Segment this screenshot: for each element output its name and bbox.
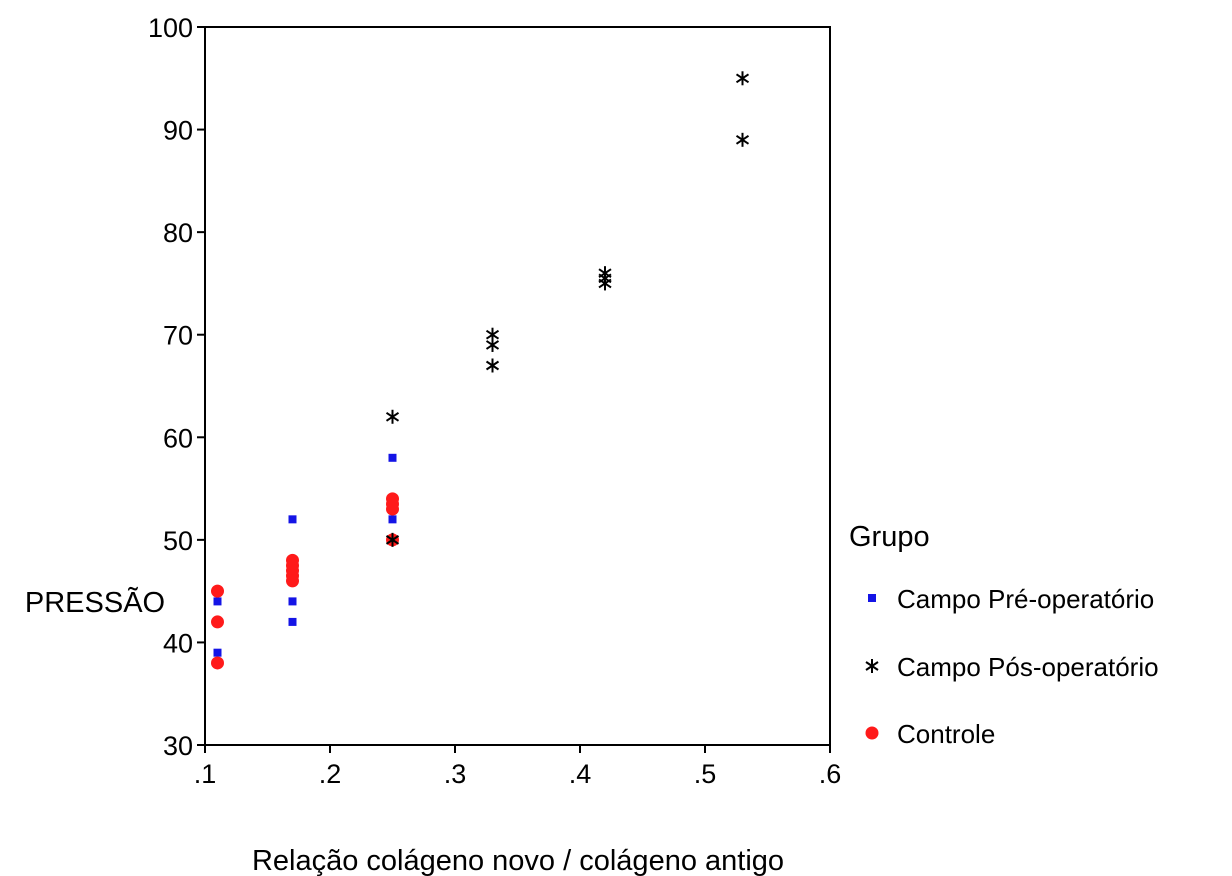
y-axis: 30 40 50 60 70 80 90 100	[148, 13, 205, 761]
data-point	[288, 617, 297, 626]
y-tick-label: 70	[163, 321, 193, 351]
legend-label: Campo Pré-operatório	[897, 584, 1154, 614]
legend-label: Controle	[897, 719, 995, 749]
y-axis-title: PRESSÃO	[25, 585, 165, 619]
x-tick-label: .5	[694, 759, 717, 789]
y-tick-label: 90	[163, 116, 193, 146]
legend-marker	[865, 659, 879, 673]
data-point	[388, 453, 397, 462]
x-tick-label: .2	[319, 759, 342, 789]
data-point	[288, 597, 297, 606]
x-tick-label: .6	[819, 759, 842, 789]
y-tick-label: 50	[163, 526, 193, 556]
data-point	[211, 584, 224, 598]
legend-label: Campo Pós-operatório	[897, 652, 1159, 682]
data-point	[288, 515, 297, 524]
data-point	[385, 532, 400, 547]
x-axis: .1 .2 .3 .4 .5 .6	[194, 745, 842, 789]
data-point	[386, 502, 399, 516]
data-point	[211, 656, 224, 670]
data-point	[735, 132, 750, 147]
x-tick-label: .3	[444, 759, 467, 789]
y-tick-label: 80	[163, 218, 193, 248]
y-tick-label: 40	[163, 628, 193, 658]
x-tick-label: .4	[569, 759, 592, 789]
data-point	[735, 71, 750, 86]
plot-frame	[204, 26, 831, 746]
x-axis-title: Relação colágeno novo / colágeno antigo	[252, 845, 784, 876]
data-point	[385, 409, 400, 424]
data-point	[485, 358, 500, 373]
legend-marker	[868, 594, 876, 602]
data-point	[286, 574, 299, 588]
y-tick-label: 100	[148, 13, 193, 43]
y-tick-label: 30	[163, 731, 193, 761]
legend-title: Grupo	[849, 521, 930, 553]
data-point	[598, 276, 612, 291]
y-tick-label: 60	[163, 423, 193, 453]
data-point	[388, 515, 397, 524]
legend-marker	[865, 726, 879, 740]
data-point	[213, 648, 222, 657]
legend: Grupo Campo Pré-operatório Campo Pós-oper…	[849, 521, 1159, 749]
data-point	[211, 615, 224, 629]
x-tick-label: .1	[194, 759, 217, 789]
data-point	[213, 597, 222, 606]
data-point	[485, 337, 500, 352]
data-points	[211, 71, 750, 670]
